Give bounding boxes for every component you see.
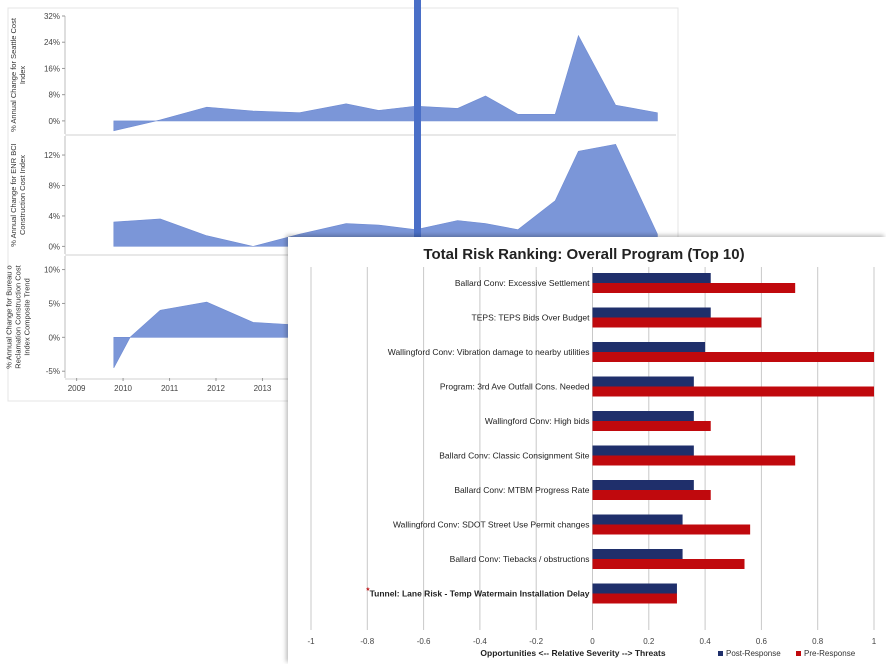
bar-post-response: [592, 411, 694, 421]
category-label: Wallingford Conv: Vibration damage to ne…: [388, 347, 590, 357]
y-axis-label-line: Index Composite Trend: [23, 278, 32, 356]
area-series-2: [113, 144, 658, 247]
bar-post-response: [592, 342, 706, 352]
y-tick-label: 16%: [44, 64, 60, 73]
y-axis-label-line: % Annual Change for Seattle Cost: [9, 17, 18, 132]
area-series-1: [113, 34, 658, 132]
x-tick-label: -0.4: [473, 637, 487, 646]
x-axis-label: Opportunities <-- Relative Severity --> …: [480, 648, 665, 658]
y-tick-label: 8%: [48, 91, 60, 100]
x-tick-label: -0.6: [417, 637, 431, 646]
bar-post-response: [592, 307, 711, 318]
bar-pre-response: [592, 524, 751, 535]
left-y-axis-labels: % Annual Change for Seattle CostIndex% A…: [5, 17, 32, 369]
risk-gridlines: [310, 267, 875, 630]
bar-post-response: [592, 583, 677, 594]
x-tick-label: 0.2: [643, 637, 655, 646]
legend-pre-response-label: Pre-Response: [804, 649, 856, 658]
y-axis-label-line: Index: [18, 66, 27, 85]
x-tick-label: -0.8: [360, 637, 374, 646]
x-tick-label: -1: [307, 637, 315, 646]
bar-post-response: [592, 273, 711, 283]
x-tick-label: 0.4: [700, 637, 712, 646]
chart-title: Total Risk Ranking: Overall Program (Top…: [423, 246, 744, 263]
legend-pre-response-swatch: [796, 651, 801, 656]
bar-pre-response: [592, 283, 796, 293]
bar-post-response: [592, 480, 694, 490]
category-label: Program: 3rd Ave Outfall Cons. Needed: [440, 382, 590, 392]
category-label-text: Tunnel: Lane Risk - Temp Watermain Insta…: [370, 589, 590, 599]
category-label: Ballard Conv: Classic Consignment Site: [439, 451, 590, 461]
x-tick-label: 1: [872, 637, 877, 646]
bar-pre-response: [592, 386, 874, 397]
x-tick-label: 2009: [68, 384, 86, 393]
y-tick-label: 32%: [44, 12, 60, 21]
y-tick-label: 5%: [48, 299, 60, 308]
bar-post-response: [592, 445, 694, 456]
category-label: Wallingford Conv: High bids: [485, 416, 590, 426]
vertical-divider-bar: [414, 0, 421, 246]
legend: Post-Response Pre-Response: [718, 649, 856, 658]
y-tick-label: -5%: [46, 367, 60, 376]
category-label: Wallingford Conv: SDOT Street Use Permit…: [393, 520, 590, 530]
category-label: TEPS: TEPS Bids Over Budget: [472, 313, 591, 323]
x-tick-label: -0.2: [529, 637, 543, 646]
y-tick-label: 10%: [44, 266, 60, 275]
y-axis-label-line: % Annual Change for ENR BCI: [9, 143, 18, 246]
bar-pre-response: [592, 317, 762, 328]
bar-post-response: [592, 549, 683, 559]
bar-pre-response: [592, 352, 874, 362]
y-axis-label-line: % Annual Change for Bureau o: [5, 265, 14, 368]
highlight-asterisk: *: [366, 586, 370, 596]
y-tick-label: 12%: [44, 151, 60, 160]
category-label: Ballard Conv: Tiebacks / obstructions: [450, 554, 590, 564]
y-tick-label: 0%: [48, 333, 60, 342]
bar-post-response: [592, 376, 694, 387]
bar-post-response: [592, 514, 683, 525]
y-axis-label: % Annual Change for ENR BCIConstruction …: [9, 143, 27, 246]
legend-post-response-label: Post-Response: [726, 649, 781, 658]
risk-category-labels: Ballard Conv: Excessive Settlement TEPS: …: [366, 278, 590, 599]
x-tick-label: 2013: [254, 384, 272, 393]
category-label: Ballard Conv: MTBM Progress Rate: [454, 485, 589, 495]
y-tick-label: 24%: [44, 38, 60, 47]
y-axis-label: % Annual Change for Seattle CostIndex: [9, 17, 27, 132]
category-label: *Tunnel: Lane Risk - Temp Watermain Inst…: [366, 586, 590, 599]
bar-pre-response: [592, 421, 711, 431]
y-tick-label: 8%: [48, 181, 60, 190]
y-tick-label: 4%: [48, 212, 60, 221]
bar-pre-response: [592, 490, 711, 500]
x-tick-label: 0.6: [756, 637, 768, 646]
risk-bars: [592, 273, 874, 604]
y-tick-label: 0%: [48, 242, 60, 251]
risk-ranking-panel: Total Risk Ranking: Overall Program (Top…: [288, 237, 886, 664]
category-label: Ballard Conv: Excessive Settlement: [455, 278, 590, 288]
bar-pre-response: [592, 593, 677, 604]
y-axis-label-line: Reclamation Construction Cost: [14, 264, 23, 368]
x-tick-label: 0: [590, 637, 595, 646]
risk-x-tick-labels: -1 -0.8 -0.6 -0.4 -0.2 0 0.2 0.4 0.6 0.8 1: [307, 637, 876, 646]
x-tick-label: 0.8: [812, 637, 824, 646]
risk-ranking-chart: Total Risk Ranking: Overall Program (Top…: [307, 246, 876, 658]
x-tick-label: 2012: [207, 384, 225, 393]
y-axis-label: % Annual Change for Bureau oReclamation …: [5, 264, 32, 368]
x-tick-label: 2010: [114, 384, 132, 393]
y-tick-label: 0%: [48, 117, 60, 126]
bar-pre-response: [592, 455, 796, 466]
legend-post-response-swatch: [718, 651, 723, 656]
bar-pre-response: [592, 559, 745, 569]
x-tick-label: 2011: [161, 384, 179, 393]
y-axis-label-line: Construction Cost Index: [18, 155, 27, 235]
left-areas: [113, 34, 658, 368]
